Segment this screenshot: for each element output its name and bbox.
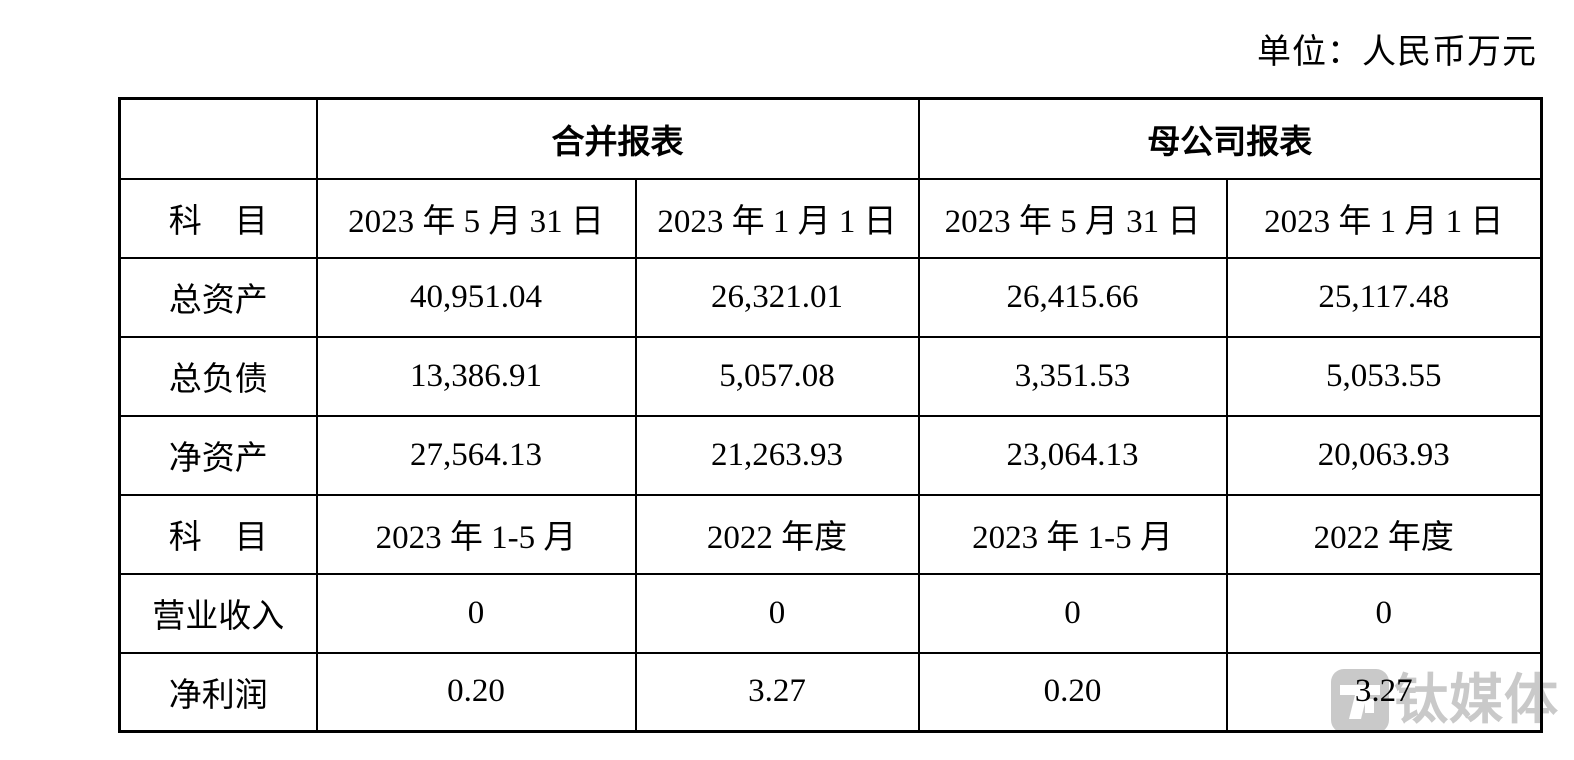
- value-cell: 3.27: [1225, 651, 1543, 733]
- balance-header-row: 科 目 2023 年 5 月 31 日 2023 年 1 月 1 日 2023 …: [118, 177, 1543, 259]
- value-cell: 0: [917, 572, 1228, 654]
- unit-label: 单位：人民币万元: [1257, 34, 1537, 71]
- value-cell: 21,263.93: [634, 414, 920, 496]
- row-label: 净利润: [118, 651, 318, 733]
- value-cell: 0: [1225, 572, 1543, 654]
- value-cell: 23,064.13: [917, 414, 1228, 496]
- value-cell: 27,564.13: [315, 414, 637, 496]
- value-cell: 40,951.04: [315, 256, 637, 338]
- value-cell: 26,321.01: [634, 256, 920, 338]
- period-col-header: 2023 年 1-5 月: [917, 493, 1228, 575]
- group-header-consolidated: 合并报表: [315, 97, 920, 180]
- value-cell: 5,057.08: [634, 335, 920, 417]
- value-cell: 13,386.91: [315, 335, 637, 417]
- subject-header: 科 目: [118, 177, 318, 259]
- value-cell: 26,415.66: [917, 256, 1228, 338]
- row-label: 营业收入: [118, 572, 318, 654]
- value-cell: 3.27: [634, 651, 920, 733]
- value-cell: 20,063.93: [1225, 414, 1543, 496]
- subject-header: 科 目: [118, 493, 318, 575]
- value-cell: 25,117.48: [1225, 256, 1543, 338]
- date-col-header: 2023 年 5 月 31 日: [315, 177, 637, 259]
- row-label: 总负债: [118, 335, 318, 417]
- date-col-header: 2023 年 1 月 1 日: [634, 177, 920, 259]
- value-cell: 0: [634, 572, 920, 654]
- income-header-row: 科 目 2023 年 1-5 月 2022 年度 2023 年 1-5 月 20…: [118, 493, 1543, 575]
- date-col-header: 2023 年 5 月 31 日: [917, 177, 1228, 259]
- row-label: 净资产: [118, 414, 318, 496]
- group-header-row: 合并报表 母公司报表: [118, 97, 1543, 180]
- table-row-net-profit: 净利润 0.20 3.27 0.20 3.27: [118, 651, 1543, 733]
- table-row-total-liabilities: 总负债 13,386.91 5,057.08 3,351.53 5,053.55: [118, 335, 1543, 417]
- financial-summary-table: 合并报表 母公司报表 科 目 2023 年 5 月 31 日 2023 年 1 …: [118, 97, 1543, 733]
- date-col-header: 2023 年 1 月 1 日: [1225, 177, 1543, 259]
- period-col-header: 2023 年 1-5 月: [315, 493, 637, 575]
- empty-corner-cell: [118, 97, 318, 180]
- value-cell: 5,053.55: [1225, 335, 1543, 417]
- value-cell: 0: [315, 572, 637, 654]
- value-cell: 0.20: [315, 651, 637, 733]
- group-header-parent: 母公司报表: [917, 97, 1543, 180]
- table-row-net-assets: 净资产 27,564.13 21,263.93 23,064.13 20,063…: [118, 414, 1543, 496]
- table-row-total-assets: 总资产 40,951.04 26,321.01 26,415.66 25,117…: [118, 256, 1543, 338]
- period-col-header: 2022 年度: [634, 493, 920, 575]
- table-row-operating-revenue: 营业收入 0 0 0 0: [118, 572, 1543, 654]
- row-label: 总资产: [118, 256, 318, 338]
- value-cell: 0.20: [917, 651, 1228, 733]
- value-cell: 3,351.53: [917, 335, 1228, 417]
- period-col-header: 2022 年度: [1225, 493, 1543, 575]
